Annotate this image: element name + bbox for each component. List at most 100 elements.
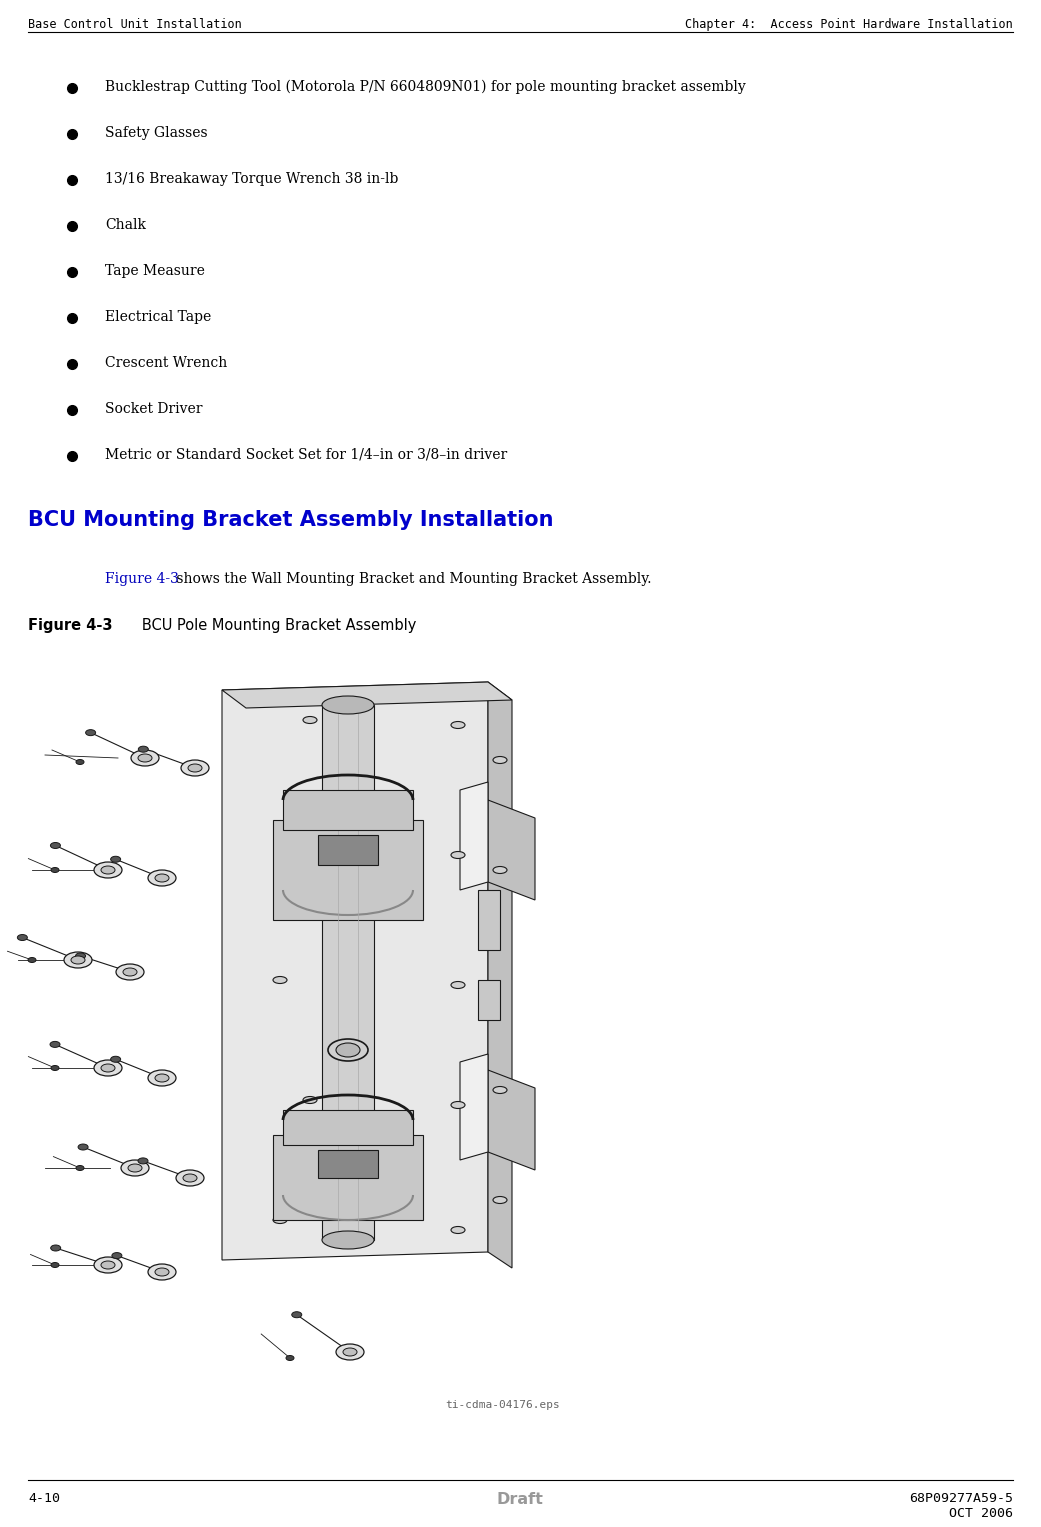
- Ellipse shape: [183, 1174, 197, 1182]
- Text: OCT 2006: OCT 2006: [949, 1507, 1013, 1519]
- Text: Electrical Tape: Electrical Tape: [105, 310, 211, 324]
- Polygon shape: [488, 683, 512, 1267]
- Text: Crescent Wrench: Crescent Wrench: [105, 356, 227, 370]
- Ellipse shape: [85, 730, 96, 736]
- Ellipse shape: [342, 1348, 357, 1356]
- Ellipse shape: [110, 857, 121, 863]
- Ellipse shape: [336, 1043, 360, 1057]
- Ellipse shape: [51, 867, 59, 872]
- Ellipse shape: [155, 1267, 169, 1277]
- Ellipse shape: [131, 750, 159, 767]
- Ellipse shape: [148, 870, 176, 886]
- Ellipse shape: [188, 764, 202, 773]
- Ellipse shape: [451, 1101, 465, 1109]
- FancyBboxPatch shape: [478, 890, 500, 950]
- Polygon shape: [222, 683, 512, 709]
- Ellipse shape: [50, 843, 60, 849]
- Ellipse shape: [78, 1144, 88, 1150]
- Polygon shape: [322, 705, 374, 1240]
- Ellipse shape: [51, 1263, 59, 1267]
- Polygon shape: [488, 1070, 535, 1170]
- Ellipse shape: [116, 964, 144, 980]
- Ellipse shape: [101, 1261, 115, 1269]
- Text: Figure 4-3: Figure 4-3: [28, 618, 112, 634]
- Text: Figure 4-3: Figure 4-3: [105, 573, 179, 586]
- Ellipse shape: [138, 1157, 148, 1164]
- Text: Base Control Unit Installation: Base Control Unit Installation: [28, 18, 242, 31]
- Text: Chalk: Chalk: [105, 218, 146, 232]
- Ellipse shape: [121, 1161, 149, 1176]
- Ellipse shape: [50, 1041, 60, 1048]
- Ellipse shape: [176, 1170, 204, 1186]
- Polygon shape: [222, 683, 488, 1260]
- Ellipse shape: [322, 696, 374, 715]
- Polygon shape: [273, 820, 423, 919]
- Text: Safety Glasses: Safety Glasses: [105, 127, 207, 140]
- Ellipse shape: [286, 1356, 294, 1361]
- Ellipse shape: [451, 721, 465, 728]
- Bar: [318, 835, 378, 864]
- Ellipse shape: [493, 1087, 507, 1093]
- Ellipse shape: [148, 1070, 176, 1086]
- Ellipse shape: [110, 1057, 121, 1063]
- Text: Draft: Draft: [497, 1492, 543, 1507]
- Text: shows the Wall Mounting Bracket and Mounting Bracket Assembly.: shows the Wall Mounting Bracket and Moun…: [172, 573, 652, 586]
- Polygon shape: [488, 800, 535, 899]
- Ellipse shape: [18, 935, 27, 941]
- Text: Chapter 4:  Access Point Hardware Installation: Chapter 4: Access Point Hardware Install…: [685, 18, 1013, 31]
- Ellipse shape: [493, 1197, 507, 1203]
- Text: 4-10: 4-10: [28, 1492, 60, 1506]
- Ellipse shape: [181, 760, 209, 776]
- Bar: [318, 1150, 378, 1177]
- Text: BCU Pole Mounting Bracket Assembly: BCU Pole Mounting Bracket Assembly: [128, 618, 416, 634]
- Polygon shape: [283, 1110, 413, 1145]
- Ellipse shape: [155, 1073, 169, 1083]
- Ellipse shape: [273, 1217, 287, 1223]
- Polygon shape: [273, 1135, 423, 1220]
- Ellipse shape: [138, 754, 152, 762]
- Ellipse shape: [76, 1165, 84, 1171]
- Text: ti-cdma-04176.eps: ti-cdma-04176.eps: [446, 1400, 560, 1409]
- Ellipse shape: [101, 1064, 115, 1072]
- Ellipse shape: [291, 1312, 302, 1318]
- Ellipse shape: [451, 852, 465, 858]
- FancyBboxPatch shape: [478, 980, 500, 1020]
- Ellipse shape: [71, 956, 85, 964]
- Text: Bucklestrap Cutting Tool (Motorola P/N 6604809N01) for pole mounting bracket ass: Bucklestrap Cutting Tool (Motorola P/N 6…: [105, 79, 745, 95]
- Text: 68P09277A59-5: 68P09277A59-5: [909, 1492, 1013, 1506]
- Ellipse shape: [51, 1245, 60, 1251]
- Ellipse shape: [111, 1252, 122, 1258]
- Ellipse shape: [155, 873, 169, 883]
- Ellipse shape: [493, 866, 507, 873]
- Ellipse shape: [322, 1231, 374, 1249]
- Ellipse shape: [51, 1066, 59, 1070]
- Ellipse shape: [138, 747, 148, 753]
- Ellipse shape: [76, 953, 85, 959]
- Ellipse shape: [336, 1344, 364, 1361]
- Polygon shape: [283, 789, 413, 831]
- Ellipse shape: [493, 756, 507, 764]
- Ellipse shape: [273, 976, 287, 983]
- Ellipse shape: [101, 866, 115, 873]
- Ellipse shape: [303, 846, 318, 854]
- Ellipse shape: [303, 716, 318, 724]
- Text: Tape Measure: Tape Measure: [105, 264, 205, 278]
- Text: BCU Mounting Bracket Assembly Installation: BCU Mounting Bracket Assembly Installati…: [28, 510, 554, 530]
- Ellipse shape: [94, 1257, 122, 1274]
- Ellipse shape: [328, 1038, 369, 1061]
- Text: 13/16 Breakaway Torque Wrench 38 in-lb: 13/16 Breakaway Torque Wrench 38 in-lb: [105, 173, 399, 186]
- Ellipse shape: [123, 968, 137, 976]
- Ellipse shape: [94, 863, 122, 878]
- Text: Metric or Standard Socket Set for 1/4–in or 3/8–in driver: Metric or Standard Socket Set for 1/4–in…: [105, 447, 507, 463]
- Ellipse shape: [64, 951, 92, 968]
- Ellipse shape: [148, 1264, 176, 1280]
- Ellipse shape: [303, 1096, 318, 1104]
- Ellipse shape: [451, 982, 465, 988]
- Polygon shape: [460, 782, 488, 890]
- Ellipse shape: [76, 759, 84, 765]
- Ellipse shape: [94, 1060, 122, 1077]
- Text: Socket Driver: Socket Driver: [105, 402, 203, 415]
- Ellipse shape: [451, 1226, 465, 1234]
- Ellipse shape: [28, 957, 36, 962]
- Ellipse shape: [128, 1164, 142, 1173]
